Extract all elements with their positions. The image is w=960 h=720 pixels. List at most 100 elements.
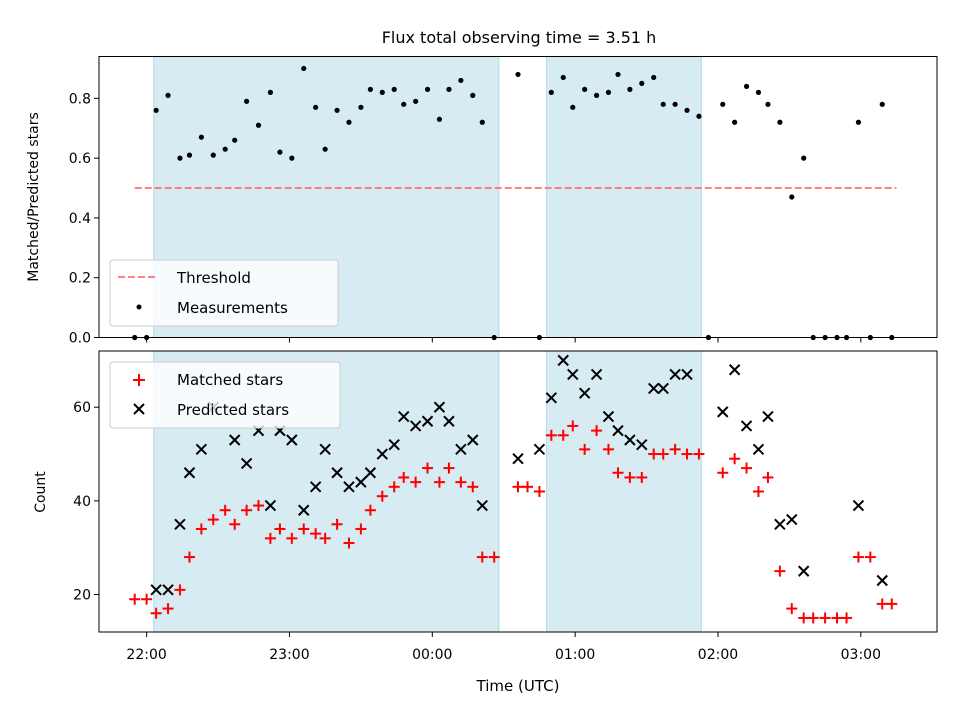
matched-point	[819, 612, 831, 624]
y-tick-label: 0.0	[69, 331, 91, 347]
matched-point	[129, 593, 141, 605]
predicted-point	[162, 584, 174, 596]
predicted-point	[443, 415, 455, 427]
measurement-point	[627, 86, 633, 92]
predicted-point-b	[376, 448, 389, 460]
x-tick-label: 22:00	[126, 647, 166, 663]
measurement-point	[413, 98, 419, 104]
predicted-point	[533, 443, 546, 456]
measurement-points	[132, 65, 895, 341]
matched-point	[612, 467, 624, 479]
predicted-point	[612, 424, 624, 437]
measurement-point	[424, 86, 431, 92]
top-legend-box	[109, 259, 339, 327]
measurement-point	[301, 65, 307, 72]
matched-point	[355, 523, 367, 535]
predicted-point	[331, 467, 343, 479]
matched-point	[774, 565, 786, 577]
y-tick-label: 40	[73, 494, 91, 510]
predicted-point	[183, 467, 196, 479]
top-panel: 0.00.20.40.60.8 Matched/Predicted stars …	[26, 56, 938, 347]
measurement-point	[855, 119, 862, 125]
bottom-panel: 20 40 60 22:00 23:00 00:00 01:00 02:00 03:00 Co…	[33, 350, 938, 695]
predicted-point	[752, 443, 765, 456]
bottom-y-axis: 20 40 60	[73, 400, 99, 604]
legend-matched-swatch	[133, 374, 145, 386]
measurement-point	[515, 71, 521, 78]
bottom-legend-box	[109, 361, 341, 429]
predicted-point	[636, 438, 648, 451]
matched-point	[876, 598, 888, 610]
measurement-point	[255, 122, 262, 128]
predicted-point	[476, 499, 488, 512]
predicted-point	[774, 518, 786, 530]
predicted-point-b	[355, 476, 367, 488]
predicted-point	[567, 368, 579, 381]
matched-point	[422, 462, 434, 474]
x-tick-label: 00:00	[412, 647, 452, 663]
measurement-point	[651, 74, 657, 81]
measurement-point	[743, 83, 750, 89]
predicted-point	[355, 476, 367, 488]
predicted-point	[590, 368, 603, 381]
matched-point	[512, 481, 524, 493]
matched-point	[886, 598, 898, 610]
predicted-point-b	[752, 443, 765, 456]
matched-point	[467, 481, 479, 493]
matched-point	[557, 429, 569, 441]
predicted-point-b	[309, 481, 322, 493]
predicted-point-b	[590, 368, 603, 381]
matched-point	[579, 443, 591, 455]
predicted-point-b	[455, 443, 467, 456]
predicted-point-b	[240, 457, 253, 470]
predicted-point	[174, 518, 186, 530]
predicted-point-b	[876, 574, 888, 587]
predicted-point	[740, 420, 753, 432]
matched-point	[741, 462, 753, 474]
chart-title: Flux total observing time = 3.51 h	[382, 28, 657, 47]
predicted-point	[762, 410, 774, 423]
predicted-point-b	[331, 467, 343, 479]
legend-predicted-swatch	[133, 403, 145, 415]
shaded-interval-2	[546, 350, 702, 633]
matched-point	[343, 537, 355, 549]
predicted-point	[467, 434, 479, 446]
matched-point	[443, 462, 455, 474]
legend-matched-label: Matched stars	[177, 371, 283, 389]
predicted-point-b	[433, 401, 446, 413]
matched-point	[433, 476, 445, 488]
predicted-point-b	[286, 434, 298, 446]
measurement-point	[379, 89, 385, 95]
matched-point	[807, 612, 819, 624]
predicted-point-b	[421, 415, 434, 427]
matched-point	[241, 504, 253, 516]
matched-point	[533, 486, 545, 497]
matched-point	[602, 443, 614, 455]
predicted-point	[602, 410, 615, 423]
predicted-point-b	[774, 518, 786, 530]
predicted-point	[264, 499, 277, 512]
matched-point	[264, 532, 276, 544]
matched-point	[567, 420, 579, 432]
measurement-point	[479, 119, 485, 125]
bottom-legend: Matched stars Predicted stars	[109, 361, 341, 429]
matched-point	[229, 518, 241, 530]
predicted-point-b	[195, 443, 208, 456]
matched-point	[669, 443, 681, 455]
top-y-axis: 0.0 0.2 0.4 0.6 0.8	[69, 91, 99, 347]
measurement-point	[720, 101, 726, 107]
predicted-point	[717, 406, 729, 418]
x-tick-label: 01:00	[555, 647, 595, 663]
predicted-point	[364, 467, 377, 479]
bottom-shaded-intervals	[153, 350, 702, 633]
predicted-point-b	[728, 364, 741, 376]
x-tick-label: 02:00	[698, 647, 738, 663]
measurement-point	[153, 107, 159, 113]
measurement-point	[560, 74, 566, 81]
predicted-point-b	[162, 584, 174, 596]
matched-point	[376, 490, 388, 502]
predicted-point-b	[762, 410, 774, 423]
matched-point	[648, 448, 660, 460]
measurement-point	[334, 107, 340, 113]
predicted-point-b	[647, 382, 660, 395]
